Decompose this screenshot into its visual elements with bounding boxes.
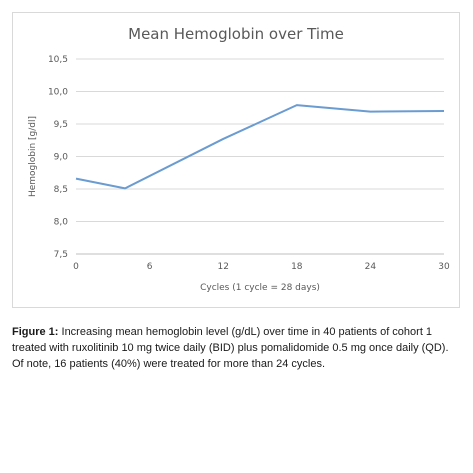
y-tick-label: 8,5 xyxy=(54,185,68,195)
y-tick-label: 9,0 xyxy=(54,153,69,163)
y-tick-label: 10,5 xyxy=(48,55,68,65)
y-tick-label: 10,0 xyxy=(48,88,68,98)
caption-label: Figure 1: xyxy=(12,326,59,338)
caption-text: Increasing mean hemoglobin level (g/dL) … xyxy=(12,326,449,370)
y-tick-label: 7,5 xyxy=(54,250,68,260)
x-tick-label: 24 xyxy=(365,262,377,272)
chart-frame: Mean Hemoglobin over Time 7,5 8,0 8,5 9,0 9,… xyxy=(12,12,460,308)
line-chart: 7,5 8,0 8,5 9,0 9,5 10,0 10,5 0 6 12 18 24 30 Cycles … xyxy=(28,55,450,293)
y-axis-label: Hemoglobin [g/dl] xyxy=(28,116,38,197)
x-tick-label: 30 xyxy=(438,262,450,272)
x-tick-label: 6 xyxy=(147,262,153,272)
series-line xyxy=(75,104,445,190)
x-tick-label: 18 xyxy=(291,262,303,272)
y-tick-label: 9,5 xyxy=(54,120,68,130)
figure-caption: Figure 1: Increasing mean hemoglobin lev… xyxy=(12,324,462,372)
y-tick-label: 8,0 xyxy=(54,218,69,228)
x-tick-label: 12 xyxy=(217,262,228,272)
chart-title: Mean Hemoglobin over Time xyxy=(128,25,344,43)
x-tick-label: 0 xyxy=(73,262,79,272)
x-axis-label: Cycles (1 cycle = 28 days) xyxy=(200,283,320,293)
